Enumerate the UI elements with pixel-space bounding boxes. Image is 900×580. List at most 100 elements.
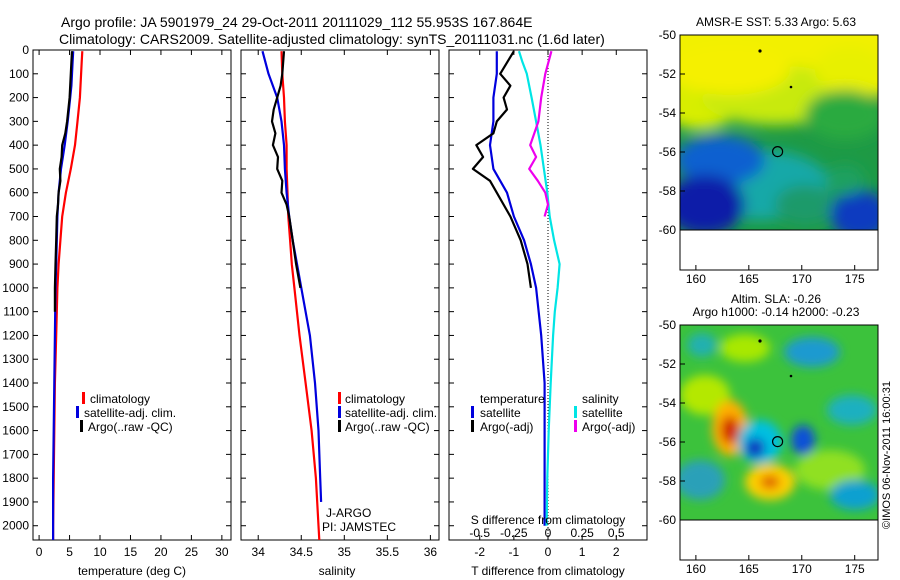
sla-map-title-line2: Argo h1000: -0.14 h2000: -0.23	[693, 305, 860, 319]
y-tick-label: 1900	[2, 495, 29, 509]
map-x-tick-label: 175	[845, 272, 865, 286]
x2-tick-label: -0.5	[469, 526, 490, 540]
series-line-satellite-adj-clim-	[51, 51, 75, 540]
x2-tick-label: 0.25	[570, 526, 594, 540]
x2-tick-label: 0.5	[608, 526, 625, 540]
legend-swatch-argo-t	[471, 420, 474, 432]
y-tick-label: 400	[9, 138, 29, 152]
y-tick-label: 300	[9, 114, 29, 128]
x-tick-label: 15	[124, 545, 138, 559]
legend-label-argo-s: Argo(-adj)	[582, 420, 635, 434]
map-y-tick-label: -54	[659, 396, 677, 410]
sla-map-axes: 160 165 170 175 -50 -52 -54 -56 -58 -60	[659, 318, 879, 576]
temperature-profile-panel: 0 5 10 15 20 25 300100200300400500600700800900…	[2, 43, 232, 559]
y-tick-label: 1300	[2, 352, 29, 366]
coast-dot	[789, 85, 793, 89]
x-tick-label: 5	[66, 545, 73, 559]
legend-label-argo: Argo(..raw -QC)	[345, 420, 430, 434]
series-line-argo-adj--salinity	[528, 50, 553, 217]
x-tick-label: -1	[509, 545, 520, 559]
series-line-satellite-salinity	[517, 50, 561, 526]
temperature-xlabel: temperature (deg C)	[78, 564, 186, 578]
figure-title-line2: Climatology: CARS2009. Satellite-adjuste…	[59, 31, 605, 47]
y-tick-label: 1700	[2, 447, 29, 461]
y-tick-label: 600	[9, 186, 29, 200]
difference-xlabel: T difference from climatology	[471, 564, 625, 578]
legend-label-argo: Argo(..raw -QC)	[88, 420, 173, 434]
legend-label-argo-t: Argo(-adj)	[480, 420, 533, 434]
legend-label-satellite-t: satellite	[480, 406, 521, 420]
figure-title-line1: Argo profile: JA 5901979_24 29-Oct-2011 …	[61, 14, 532, 30]
sla-map-title-line1: Altim. SLA: -0.26	[731, 292, 821, 306]
x-tick-label: 36	[424, 545, 438, 559]
legend-swatch-argo	[80, 420, 83, 432]
series-line-argo-adj--temperature	[471, 50, 532, 289]
legend-swatch-climatology	[82, 392, 85, 404]
y-tick-label: 900	[9, 257, 29, 271]
x-tick-label: 2	[613, 545, 620, 559]
series-line-satellite-temperature	[488, 51, 546, 526]
series-group	[471, 50, 561, 526]
x-tick-label: 35.5	[376, 545, 400, 559]
map-x-tick-label: 170	[792, 272, 812, 286]
difference-x2label: S difference from climatology	[471, 513, 626, 527]
sst-map	[679, 34, 879, 231]
map-y-tick-label: -50	[659, 318, 677, 332]
salinity-xlabel: salinity	[319, 564, 356, 578]
legend-swatch-satellite-t	[471, 406, 474, 418]
sla-map	[679, 324, 879, 521]
imos-credit: ©IMOS 06-Nov-2011 16:00:31	[881, 381, 893, 529]
sst-field	[680, 35, 878, 230]
x-tick-label: 10	[93, 545, 107, 559]
plot-frame	[32, 49, 232, 541]
temperature-legend: climatology satellite-adj. clim. Argo(..…	[76, 392, 176, 434]
y-tick-label: 700	[9, 210, 29, 224]
legend-label-climatology: climatology	[345, 392, 405, 406]
legend-label-satellite: satellite-adj. clim.	[345, 406, 437, 420]
plot-frame	[240, 49, 440, 541]
map-x-tick-label: 170	[792, 562, 812, 576]
legend-swatch-satellite	[76, 406, 79, 418]
legend-label-satellite-s: satellite	[582, 406, 623, 420]
series-line-argo-raw-qc-	[270, 51, 302, 289]
y-tick-label: 0	[22, 43, 29, 57]
coast-dot	[758, 339, 762, 343]
sst-map-axes: 160 165 170 175 -50 -52 -54 -56 -58 -60	[659, 28, 879, 286]
x-tick-label: 34.5	[290, 545, 314, 559]
x-tick-label: 1	[579, 545, 586, 559]
series-group	[51, 51, 84, 540]
series-line-argo-raw-qc-	[53, 51, 74, 312]
argo-location-marker	[771, 146, 784, 158]
legend-swatch-argo	[338, 420, 341, 432]
y-tick-label: 1100	[3, 305, 29, 319]
sla-field	[680, 325, 878, 520]
x-tick-label: 0	[545, 545, 552, 559]
map-y-tick-label: -60	[659, 223, 677, 237]
salinity-profile-panel: 34 34.5 35 35.5 36	[240, 49, 440, 559]
x-tick-label: 0	[36, 545, 43, 559]
difference-legend-salinity: salinity satellite Argo(-adj)	[574, 392, 635, 434]
salinity-annotation-pi: PI: JAMSTEC	[322, 520, 396, 534]
map-x-tick-label: 175	[845, 562, 865, 576]
legend-swatch-argo-s	[574, 420, 577, 432]
y-tick-label: 1200	[2, 328, 29, 342]
y-tick-label: 2000	[2, 519, 29, 533]
argo-location-marker	[771, 436, 784, 448]
sst-map-title: AMSR-E SST: 5.33 Argo: 5.63	[696, 15, 856, 29]
series-line-climatology	[280, 51, 321, 540]
y-tick-label: 500	[9, 162, 29, 176]
salinity-legend: climatology satellite-adj. clim. Argo(..…	[338, 392, 437, 434]
y-tick-label: 200	[9, 91, 29, 105]
map-y-tick-label: -50	[659, 28, 677, 42]
map-x-tick-label: 165	[739, 562, 759, 576]
salinity-annotation-jargo: J-ARGO	[326, 506, 371, 520]
map-y-tick-label: -54	[659, 106, 677, 120]
map-y-tick-label: -56	[659, 435, 677, 449]
map-y-tick-label: -52	[659, 67, 677, 81]
coast-dot	[789, 374, 793, 378]
coast-dot	[758, 49, 762, 53]
legend-title-salinity: salinity	[582, 392, 619, 406]
legend-label-climatology: climatology	[90, 392, 150, 406]
